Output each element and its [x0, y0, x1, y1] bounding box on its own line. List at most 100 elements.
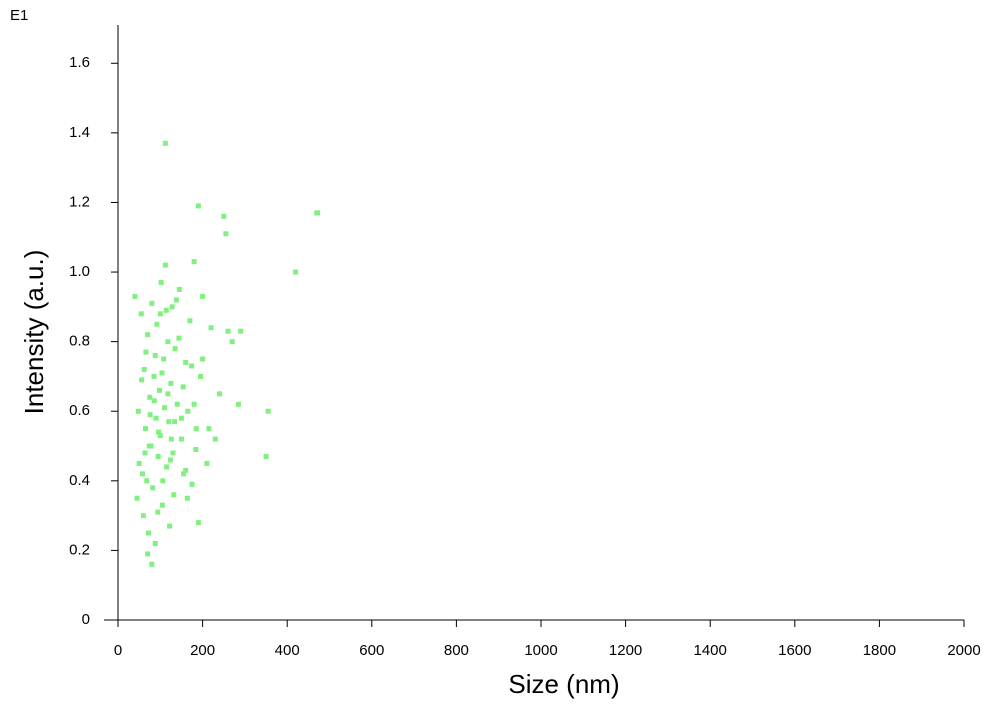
x-tick-label: 1200 [609, 642, 642, 659]
x-tick-label: 200 [190, 642, 215, 659]
x-tick-label: 1000 [524, 642, 557, 659]
point [144, 478, 150, 484]
y-tick-label: 1.2 [69, 193, 90, 210]
point [183, 360, 189, 366]
point [151, 373, 157, 379]
point [167, 523, 173, 529]
point [184, 495, 190, 501]
point [140, 471, 146, 477]
point [169, 304, 175, 310]
point [145, 551, 151, 557]
point [145, 530, 151, 536]
point [160, 478, 166, 484]
point [140, 513, 146, 519]
point [157, 311, 163, 317]
y-tick-label: 0 [82, 611, 90, 628]
x-tick-label: 1600 [778, 642, 811, 659]
point [193, 447, 199, 453]
point [141, 366, 147, 372]
point [136, 460, 142, 466]
y-tick-label: 0.6 [69, 402, 90, 419]
point [139, 377, 145, 383]
point [159, 502, 165, 508]
point [134, 495, 140, 501]
x-axis-label: Size (nm) [508, 669, 619, 699]
point [189, 363, 195, 369]
x-tick-label: 400 [275, 642, 300, 659]
point [180, 384, 186, 390]
point [229, 339, 235, 345]
point [156, 387, 162, 393]
point [146, 443, 152, 449]
point [170, 450, 176, 456]
point [143, 349, 149, 355]
point [181, 471, 187, 477]
point [162, 140, 168, 146]
point [225, 328, 231, 334]
point [236, 401, 242, 407]
point [162, 262, 168, 268]
point [132, 293, 138, 299]
point [158, 279, 164, 285]
point [191, 401, 197, 407]
point [193, 426, 199, 432]
x-tick-label: 600 [359, 642, 384, 659]
point [174, 401, 180, 407]
y-tick-label: 1.6 [69, 54, 90, 71]
point [161, 356, 167, 362]
point [172, 419, 178, 425]
y-tick-label: 1.4 [69, 124, 90, 141]
point [173, 297, 179, 303]
point [263, 453, 269, 459]
point [135, 408, 141, 414]
point [204, 460, 210, 466]
point [142, 450, 148, 456]
y-tick-label: 0.4 [69, 472, 90, 489]
point [178, 415, 184, 421]
point [145, 332, 151, 338]
point [208, 325, 214, 331]
point [168, 380, 174, 386]
x-tick-label: 1800 [863, 642, 896, 659]
point [149, 300, 155, 306]
y-tick-label: 0.2 [69, 541, 90, 558]
point [191, 259, 197, 265]
point [176, 335, 182, 341]
x-tick-label: 1400 [694, 642, 727, 659]
point [187, 318, 193, 324]
y-tick-label: 1.0 [69, 263, 90, 280]
point [164, 464, 170, 470]
point [172, 346, 178, 352]
point [217, 391, 223, 397]
point [238, 328, 244, 334]
y-tick-label: 0.8 [69, 333, 90, 350]
point [138, 311, 144, 317]
point [200, 356, 206, 362]
point [153, 415, 159, 421]
point [150, 485, 156, 491]
x-tick-label: 0 [114, 642, 122, 659]
point [166, 419, 172, 425]
point [315, 210, 321, 216]
panel-label: E1 [10, 7, 28, 24]
point [189, 481, 195, 487]
x-tick-label: 800 [444, 642, 469, 659]
point [157, 433, 163, 439]
point [165, 339, 171, 345]
point [176, 286, 182, 292]
point [168, 436, 174, 442]
point [165, 391, 171, 397]
x-tick-label: 2000 [947, 642, 980, 659]
point [147, 394, 153, 400]
y-axis-label: Intensity (a.u.) [19, 250, 49, 415]
point [212, 436, 218, 442]
point [156, 429, 162, 435]
point [162, 405, 168, 411]
point [293, 269, 299, 275]
point [197, 373, 203, 379]
point [151, 398, 157, 404]
point [206, 426, 212, 432]
point [154, 321, 160, 327]
point [221, 213, 227, 219]
